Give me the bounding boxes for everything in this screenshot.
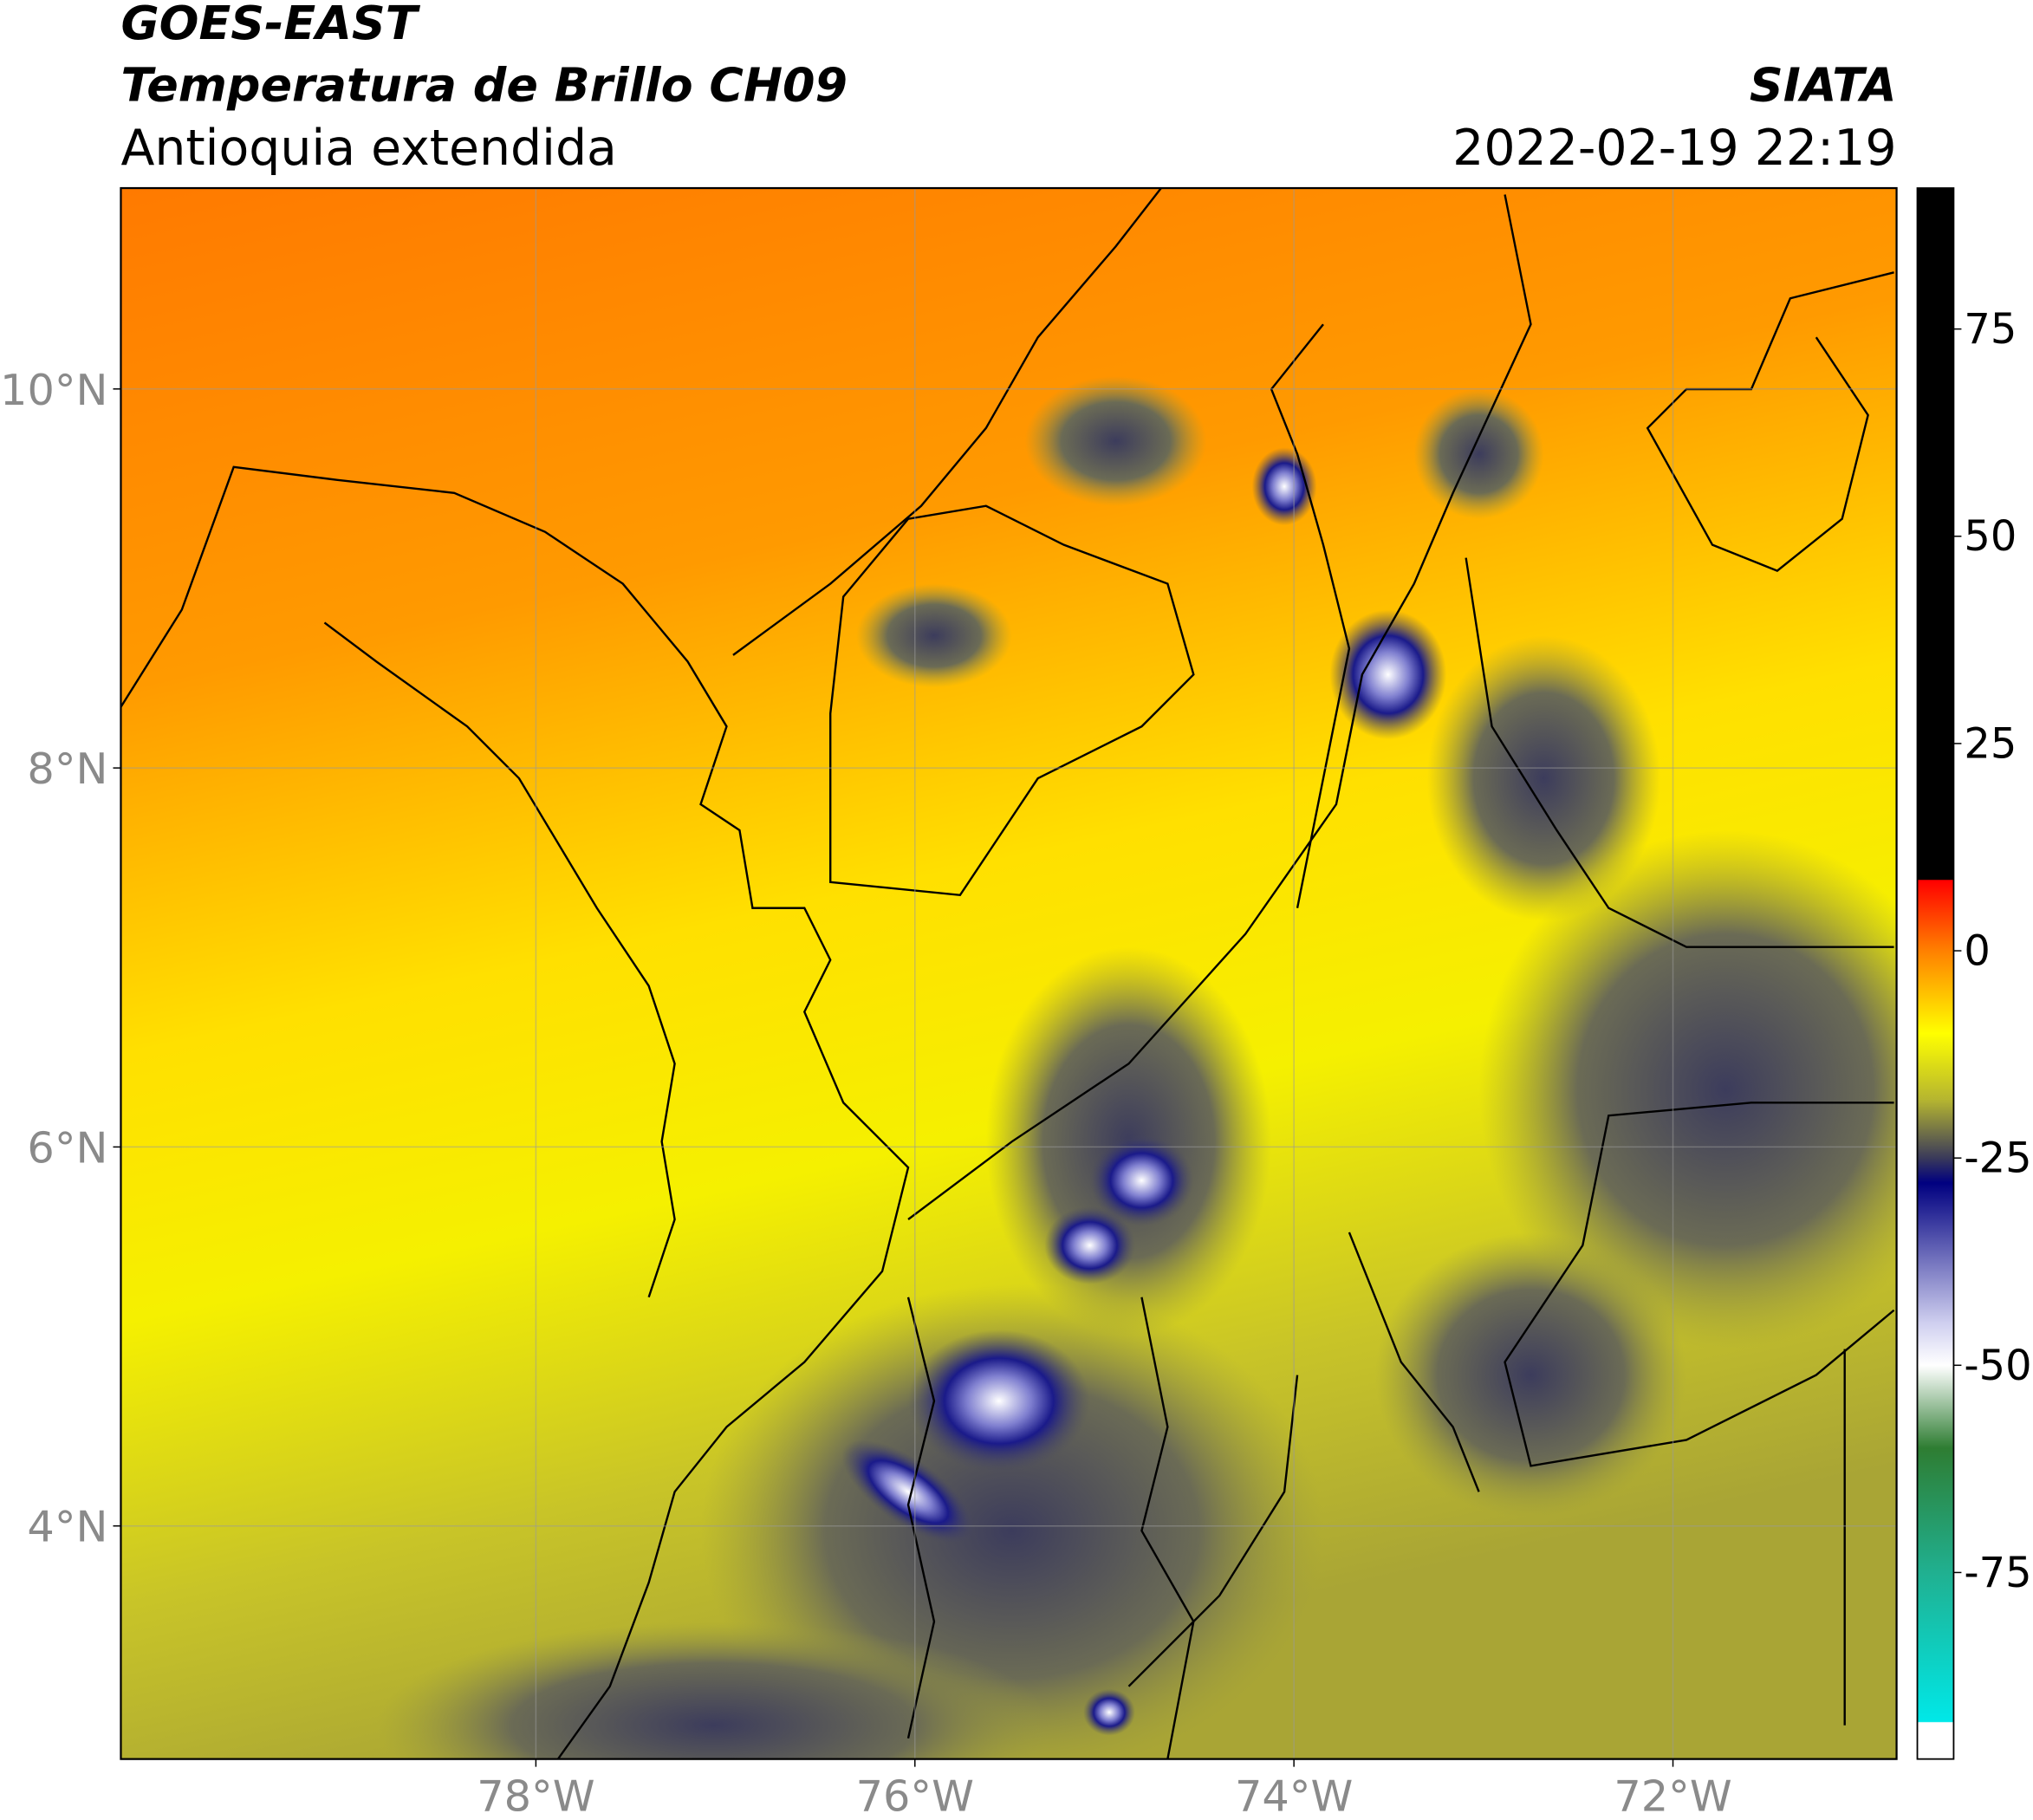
colorbar-tick-label: 0 [1964, 928, 1990, 976]
x-tick-label: 76°W [856, 1771, 974, 1820]
y-tick-label: 8°N [27, 744, 107, 794]
y-tick-label: 10°N [0, 365, 107, 415]
colorbar-tick-label: -75 [1964, 1550, 2031, 1597]
source: SIATA [1750, 58, 1897, 113]
y-tick-label: 6°N [27, 1122, 107, 1173]
timestamp: 2022-02-19 22:19 [1452, 120, 1896, 177]
satellite-name: GOES-EAST [120, 0, 420, 50]
map-frame [120, 186, 1898, 1760]
x-tick-label: 72°W [1614, 1771, 1731, 1820]
colorbar-tick-label: 25 [1964, 720, 2017, 768]
colorbar-tick-label: 75 [1964, 306, 2017, 354]
region-name: Antioquia extendida [120, 120, 616, 177]
colorbar-tick-label: -50 [1964, 1342, 2031, 1390]
colorbar-tick-label: -25 [1964, 1135, 2031, 1183]
x-tick-label: 74°W [1235, 1771, 1353, 1820]
colorbar-tick-label: 50 [1964, 513, 2017, 561]
y-tick-label: 4°N [27, 1502, 107, 1552]
colorbar [1916, 187, 1955, 1760]
graticule [120, 188, 1897, 1759]
satellite-image [120, 188, 1897, 1759]
x-tick-label: 78°W [477, 1771, 594, 1820]
product-title: Temperatura de Brillo CH09 [120, 58, 848, 113]
